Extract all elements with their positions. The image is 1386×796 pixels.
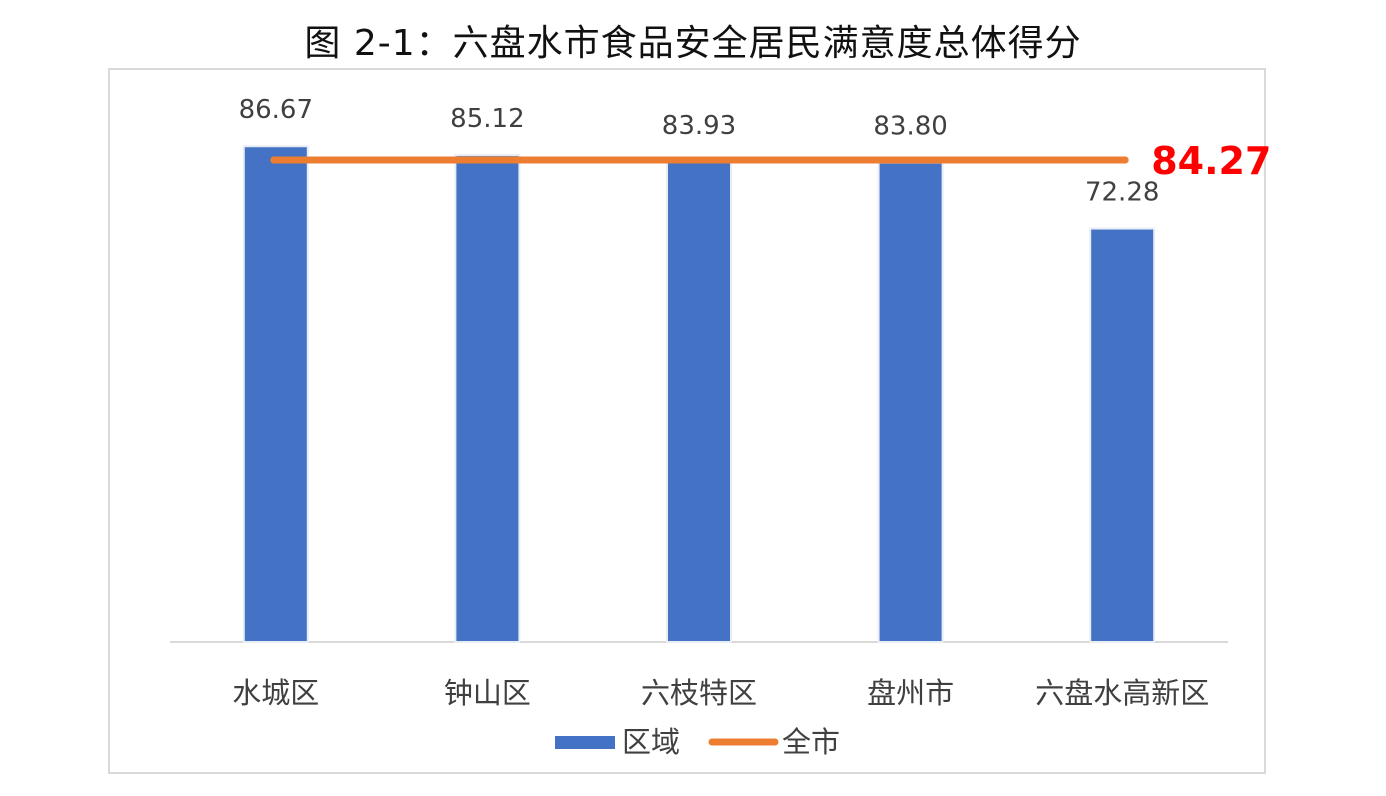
category-label-1: 水城区 (232, 676, 319, 710)
total-line-label: 84.27 (1151, 139, 1271, 183)
data-label-4: 83.80 (873, 112, 947, 142)
data-label-5: 72.28 (1085, 178, 1159, 208)
data-label-3: 83.93 (662, 111, 736, 141)
category-label-5: 六盘水高新区 (1035, 676, 1209, 710)
category-label-3: 六枝特区 (641, 676, 757, 710)
category-label-2: 钟山区 (444, 676, 531, 710)
category-label-4: 盘州市 (867, 676, 954, 710)
bar-5 (1089, 227, 1156, 643)
chart-title: 图 2-1：六盘水市食品安全居民满意度总体得分 (304, 23, 1082, 64)
bar-2 (454, 154, 521, 644)
legend-label-line: 全市 (782, 725, 840, 759)
legend-label-bar: 区域 (622, 725, 680, 759)
data-label-2: 85.12 (450, 104, 524, 134)
chart-frame (108, 68, 1266, 774)
bar-3 (666, 160, 732, 643)
bar-4 (877, 161, 944, 643)
bar-1 (242, 145, 309, 644)
data-label-1: 86.67 (239, 95, 313, 125)
legend-swatch-bar (555, 736, 615, 749)
